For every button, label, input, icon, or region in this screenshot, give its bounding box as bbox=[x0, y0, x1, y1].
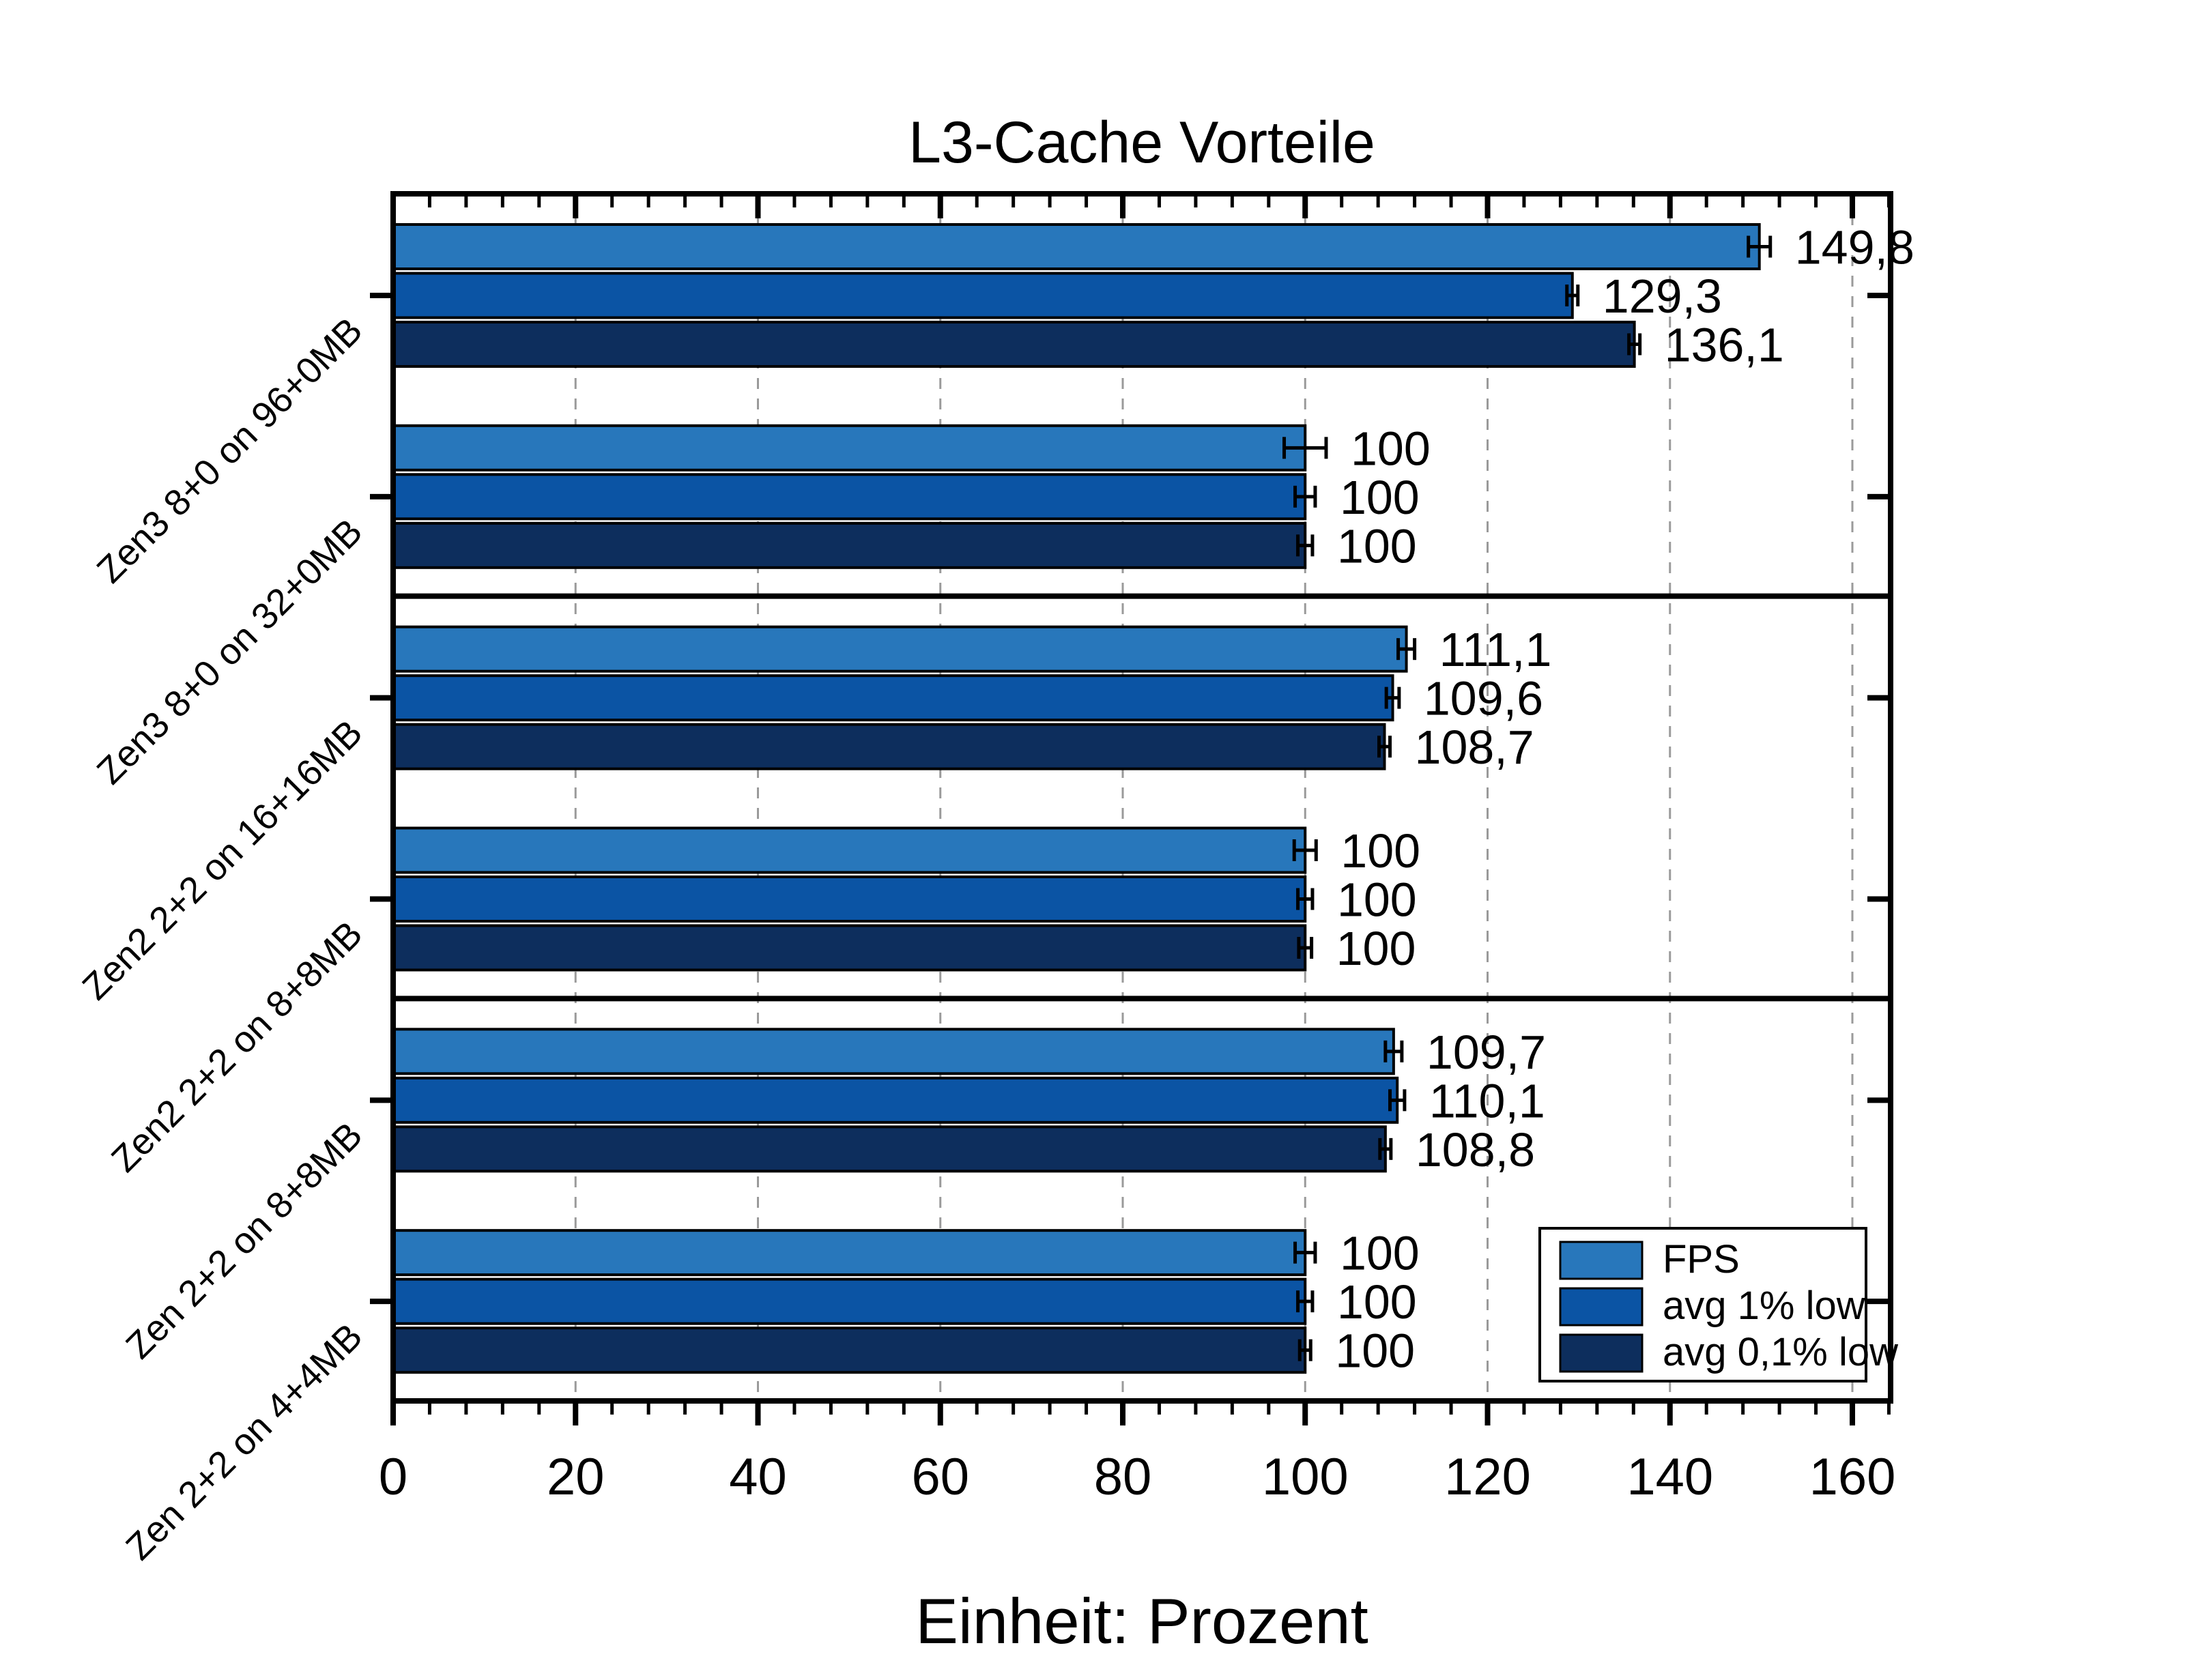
bar bbox=[392, 1327, 1307, 1374]
value-label: 100 bbox=[1337, 873, 1417, 927]
x-tick-label: 60 bbox=[911, 1448, 969, 1506]
x-tick-label: 0 bbox=[379, 1448, 407, 1506]
value-label: 108,8 bbox=[1416, 1123, 1535, 1176]
value-label: 108,7 bbox=[1415, 721, 1534, 774]
x-tick-label: 40 bbox=[729, 1448, 787, 1506]
x-tick-label: 20 bbox=[547, 1448, 605, 1506]
value-label: 109,7 bbox=[1426, 1026, 1546, 1079]
bar bbox=[392, 924, 1307, 972]
x-tick-label: 80 bbox=[1094, 1448, 1152, 1506]
value-label: 110,1 bbox=[1429, 1074, 1545, 1127]
legend-label: FPS bbox=[1663, 1237, 1740, 1281]
value-label: 109,6 bbox=[1424, 672, 1543, 725]
x-tick-label: 140 bbox=[1626, 1448, 1713, 1506]
bar bbox=[392, 875, 1307, 923]
bar bbox=[392, 521, 1307, 569]
x-axis-label: Einheit: Prozent bbox=[915, 1585, 1368, 1657]
bar bbox=[392, 424, 1307, 472]
bar bbox=[392, 625, 1408, 673]
bar bbox=[392, 1125, 1387, 1173]
plot-border bbox=[390, 191, 1893, 1404]
value-label: 100 bbox=[1340, 1227, 1420, 1280]
legend-swatch bbox=[1559, 1287, 1644, 1327]
bar bbox=[392, 473, 1307, 521]
axes-layer bbox=[390, 191, 1893, 1404]
value-label: 100 bbox=[1340, 824, 1420, 878]
bar bbox=[392, 272, 1574, 319]
bar bbox=[392, 223, 1761, 270]
bar bbox=[392, 1277, 1307, 1325]
value-label: 100 bbox=[1335, 1324, 1415, 1378]
value-labels-layer: 149,8129,3136,1100100100111,1109,6108,71… bbox=[1335, 221, 1914, 1378]
value-label: 111,1 bbox=[1439, 623, 1552, 676]
value-label: 100 bbox=[1336, 922, 1416, 975]
value-label: 100 bbox=[1337, 519, 1417, 573]
value-label: 100 bbox=[1340, 471, 1420, 524]
value-label: 149,8 bbox=[1795, 221, 1914, 274]
bar bbox=[392, 1229, 1307, 1277]
legend-label: avg 0,1% low bbox=[1663, 1330, 1899, 1374]
bar bbox=[392, 723, 1386, 770]
value-label: 129,3 bbox=[1603, 270, 1722, 323]
bar bbox=[392, 321, 1636, 368]
legend-label: avg 1% low bbox=[1663, 1284, 1866, 1328]
value-label: 100 bbox=[1337, 1275, 1417, 1329]
x-tick-labels-layer: 0 20 40 60 80 100 120 140 160 bbox=[379, 1448, 1896, 1506]
bar bbox=[392, 826, 1307, 874]
bar bbox=[392, 1028, 1395, 1075]
legend-swatch bbox=[1559, 1241, 1644, 1280]
x-tick-label: 100 bbox=[1262, 1448, 1349, 1506]
bar bbox=[392, 1076, 1399, 1124]
tick-layer bbox=[370, 194, 1891, 1425]
bar bbox=[392, 674, 1394, 722]
legend-swatch bbox=[1559, 1333, 1644, 1373]
x-tick-label: 160 bbox=[1809, 1448, 1896, 1506]
value-label: 100 bbox=[1351, 422, 1431, 475]
chart-title: L3-Cache Vorteile bbox=[908, 110, 1375, 175]
error-bars-layer bbox=[1282, 235, 1773, 1361]
x-tick-label: 120 bbox=[1444, 1448, 1531, 1506]
grid-layer bbox=[574, 194, 1854, 1401]
bars-layer bbox=[392, 223, 1761, 1374]
value-label: 136,1 bbox=[1665, 319, 1784, 372]
